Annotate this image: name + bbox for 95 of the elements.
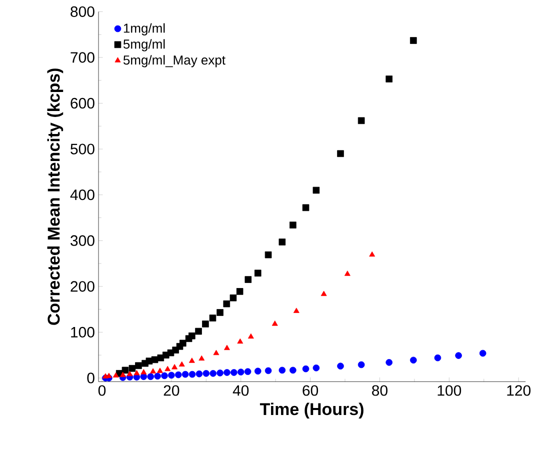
point [410, 356, 417, 364]
point [172, 364, 178, 370]
x-tick-label: 0 [98, 385, 106, 396]
point [112, 372, 119, 378]
point [126, 370, 133, 376]
point [188, 358, 195, 363]
point [358, 361, 365, 368]
point [179, 340, 186, 347]
y-tick-label: 800 [70, 6, 94, 17]
point [202, 370, 210, 377]
point [140, 369, 147, 374]
y-tick-label: 100 [71, 326, 94, 338]
point [254, 270, 262, 277]
point [188, 332, 196, 340]
point [278, 366, 286, 374]
point [209, 314, 216, 322]
point [278, 238, 286, 246]
point [237, 338, 244, 344]
point [195, 328, 202, 335]
point [479, 350, 486, 357]
point [223, 300, 230, 308]
point [196, 370, 203, 378]
x-tick-label: 80 [372, 385, 388, 396]
point [174, 371, 182, 378]
point [230, 369, 238, 376]
legend-label: 5mg/ml_May expt [123, 55, 226, 68]
point [135, 362, 142, 370]
point [154, 372, 161, 380]
point [164, 366, 171, 372]
y-tick-label: 0 [87, 372, 94, 384]
point [140, 373, 148, 380]
x-tick-label: 60 [302, 385, 318, 396]
x-tick-label: 120 [507, 385, 531, 396]
point [230, 294, 237, 302]
point [337, 150, 344, 158]
point [455, 352, 462, 359]
y-tick-label: 200 [70, 281, 94, 292]
point [410, 37, 417, 44]
point [161, 372, 168, 380]
point [293, 308, 300, 313]
point [182, 370, 189, 378]
point [157, 368, 163, 373]
point [369, 251, 376, 257]
point [151, 356, 158, 364]
point [216, 309, 224, 316]
point [224, 344, 230, 350]
legend-label: 5mg/ml [123, 39, 165, 52]
x-tick-label: 40 [232, 385, 249, 396]
point [290, 222, 296, 228]
point [150, 368, 156, 374]
point [198, 355, 205, 361]
point [358, 117, 365, 124]
point [147, 373, 154, 380]
point [264, 367, 272, 374]
x-tick-label: 20 [164, 385, 180, 396]
point [120, 372, 126, 378]
point [178, 361, 185, 367]
point [312, 186, 320, 194]
y-tick-label: 300 [70, 235, 94, 246]
point [188, 370, 196, 378]
point [320, 290, 327, 296]
legend-label: 1mg/ml [124, 23, 165, 36]
y-axis-title: Corrected Mean Intencity (kcps) [47, 68, 64, 325]
y-tick-label: 400 [70, 190, 94, 200]
point [264, 251, 272, 258]
point [248, 333, 254, 339]
point [128, 364, 136, 372]
point [254, 368, 262, 375]
point [122, 366, 129, 374]
point [434, 354, 442, 362]
y-tick-label: 600 [70, 98, 94, 109]
point [244, 276, 252, 283]
point [210, 370, 216, 377]
point [134, 370, 140, 376]
point [224, 369, 230, 376]
point [168, 372, 175, 379]
point [236, 288, 244, 295]
point [202, 320, 209, 328]
point [213, 350, 220, 356]
x-axis-title: Time (Hours) [260, 402, 364, 419]
y-tick-label: 500 [70, 144, 94, 154]
point [312, 364, 320, 372]
point [337, 362, 344, 370]
x-tick-label: 100 [438, 385, 462, 396]
point [290, 366, 296, 374]
point [302, 365, 310, 372]
point [386, 359, 392, 366]
point [216, 370, 224, 376]
point [344, 270, 350, 276]
point [302, 204, 310, 212]
point [386, 76, 392, 82]
y-tick-label: 700 [70, 52, 94, 63]
point [244, 368, 252, 375]
point [272, 320, 278, 326]
point [237, 368, 244, 376]
